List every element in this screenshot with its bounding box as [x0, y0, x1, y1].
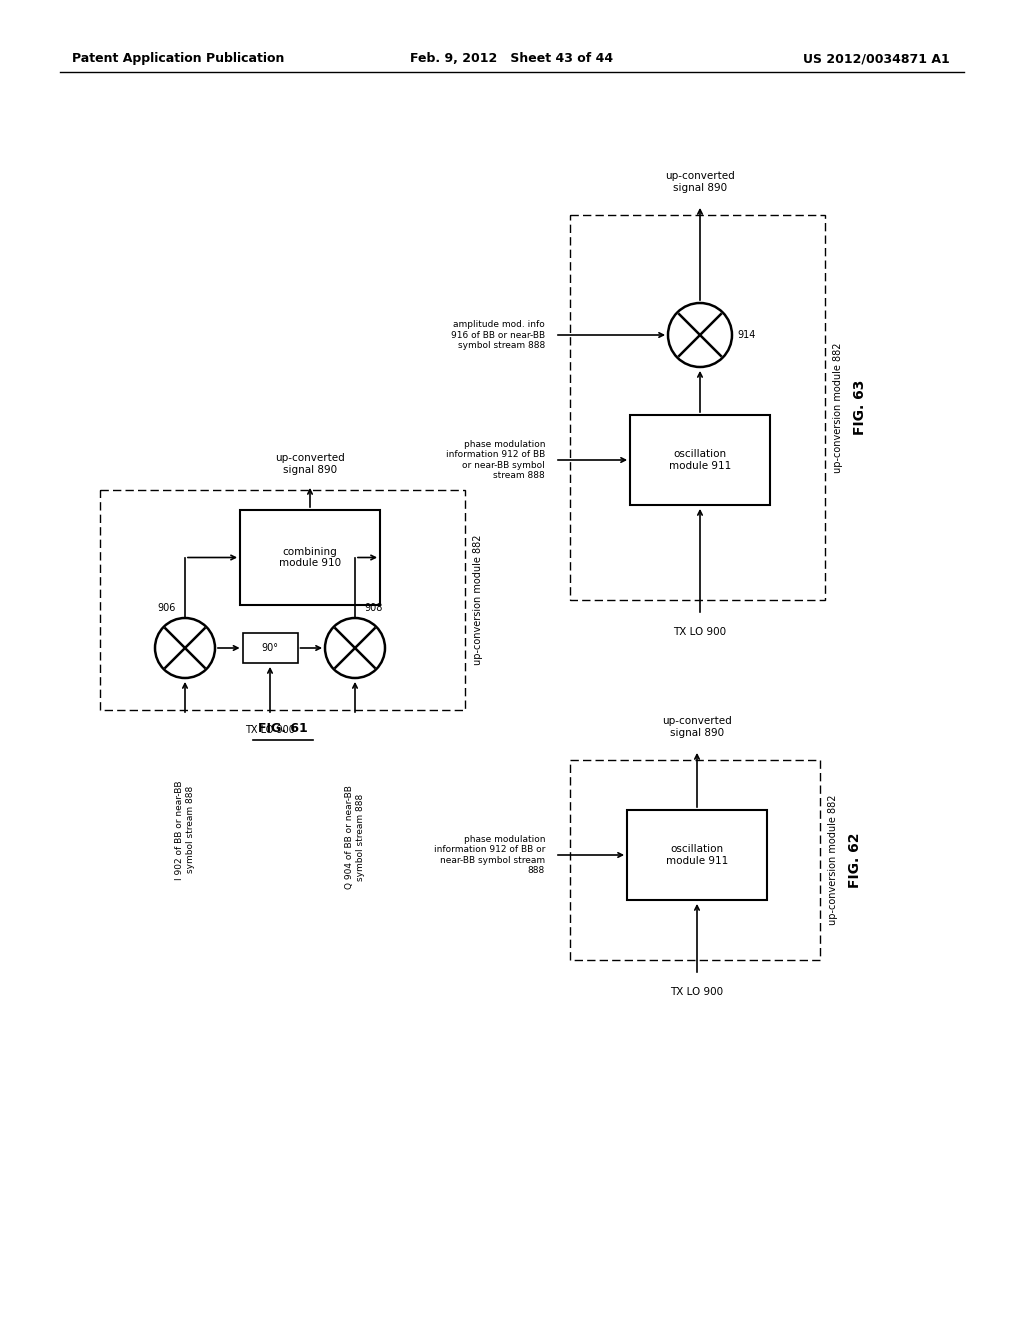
- Text: amplitude mod. info
916 of BB or near-BB
symbol stream 888: amplitude mod. info 916 of BB or near-BB…: [451, 321, 545, 350]
- Text: TX LO 900: TX LO 900: [674, 627, 727, 638]
- Text: combining
module 910: combining module 910: [279, 546, 341, 569]
- Text: Feb. 9, 2012   Sheet 43 of 44: Feb. 9, 2012 Sheet 43 of 44: [411, 51, 613, 65]
- Text: TX LO 900: TX LO 900: [245, 725, 295, 735]
- Text: 906: 906: [157, 603, 175, 612]
- Text: 90°: 90°: [261, 643, 279, 653]
- Text: US 2012/0034871 A1: US 2012/0034871 A1: [803, 51, 950, 65]
- Text: up-converted
signal 890: up-converted signal 890: [666, 172, 735, 193]
- Text: up-converted
signal 890: up-converted signal 890: [275, 453, 345, 475]
- Bar: [570, 215, 825, 601]
- Text: up-converted
signal 890: up-converted signal 890: [663, 717, 732, 738]
- Text: FIG. 63: FIG. 63: [853, 380, 867, 436]
- Bar: [243, 634, 298, 663]
- Text: FIG. 62: FIG. 62: [848, 832, 862, 888]
- Bar: [627, 810, 767, 900]
- Text: up-conversion module 882: up-conversion module 882: [828, 795, 838, 925]
- Text: TX LO 900: TX LO 900: [671, 987, 724, 997]
- Text: up-conversion module 882: up-conversion module 882: [833, 342, 843, 473]
- Circle shape: [155, 618, 215, 678]
- Circle shape: [325, 618, 385, 678]
- Text: I 902 of BB or near-BB
symbol stream 888: I 902 of BB or near-BB symbol stream 888: [175, 780, 195, 879]
- Text: Patent Application Publication: Patent Application Publication: [72, 51, 285, 65]
- Bar: [630, 414, 770, 506]
- Text: oscillation
module 911: oscillation module 911: [669, 449, 731, 471]
- Text: 908: 908: [365, 603, 383, 612]
- Text: up-conversion module 882: up-conversion module 882: [473, 535, 483, 665]
- Text: FIG. 61: FIG. 61: [258, 722, 307, 735]
- Text: oscillation
module 911: oscillation module 911: [666, 845, 728, 866]
- Text: Q 904 of BB or near-BB
symbol stream 888: Q 904 of BB or near-BB symbol stream 888: [345, 785, 365, 888]
- Circle shape: [668, 304, 732, 367]
- Text: 914: 914: [737, 330, 756, 341]
- Bar: [570, 760, 820, 960]
- Bar: [100, 490, 465, 710]
- Text: phase modulation
information 912 of BB or
near-BB symbol stream
888: phase modulation information 912 of BB o…: [433, 836, 545, 875]
- Bar: [240, 510, 380, 605]
- Text: phase modulation
information 912 of BB
or near-BB symbol
stream 888: phase modulation information 912 of BB o…: [445, 440, 545, 480]
